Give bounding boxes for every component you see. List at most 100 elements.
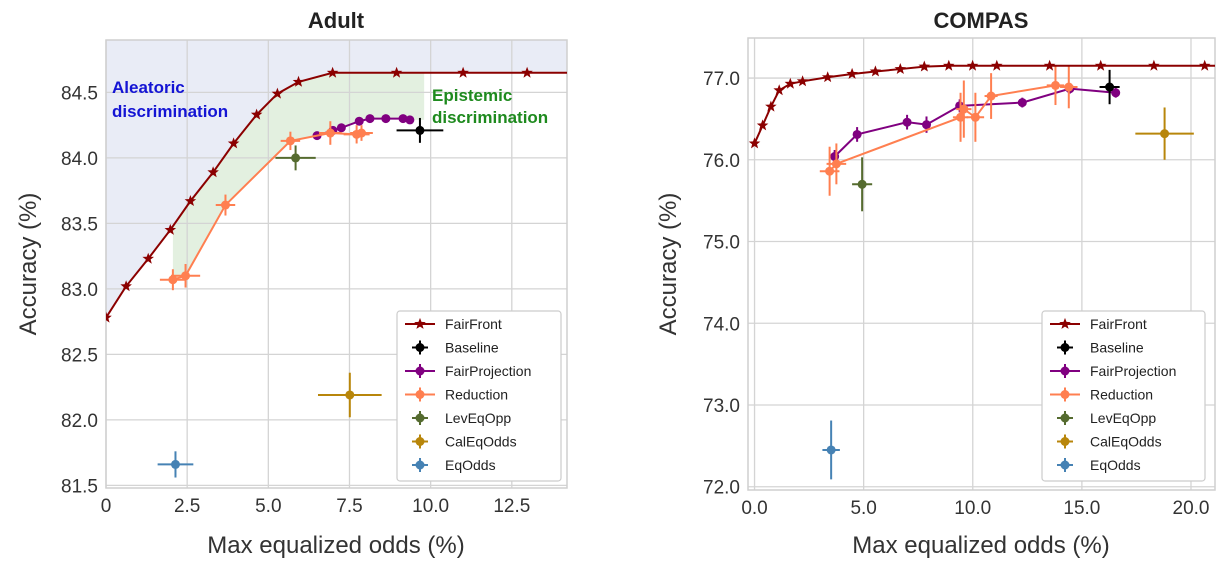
x-tick-label: 0.0 bbox=[741, 498, 767, 519]
data-point-star bbox=[748, 137, 761, 149]
data-point bbox=[1060, 437, 1070, 446]
legend-item-caleqodds: CalEqOdds bbox=[412, 434, 517, 450]
y-tick-label: 72.0 bbox=[703, 478, 740, 499]
data-point-star bbox=[773, 84, 785, 96]
x-axis-label: Max equalized odds (%) bbox=[852, 532, 1109, 559]
chart-title: COMPAS bbox=[934, 8, 1029, 33]
legend-label: CalEqOdds bbox=[1090, 434, 1162, 450]
data-point bbox=[365, 114, 375, 124]
y-tick-label: 83.0 bbox=[61, 280, 98, 301]
legend-label: Reduction bbox=[445, 387, 508, 403]
plot-frame bbox=[747, 37, 1216, 491]
legend-item-fairfront: FairFront bbox=[405, 316, 502, 332]
series-line bbox=[828, 84, 1069, 172]
data-point-star bbox=[796, 75, 809, 87]
data-point bbox=[381, 114, 391, 124]
data-point bbox=[1060, 343, 1070, 352]
legend-item-fairfront: FairFront bbox=[1050, 316, 1147, 332]
data-point bbox=[922, 120, 932, 130]
legend-item-eqodds: EqOdds bbox=[1057, 457, 1141, 473]
data-point-star bbox=[756, 119, 769, 131]
data-point bbox=[345, 390, 355, 400]
data-point-star bbox=[390, 66, 403, 78]
data-point bbox=[325, 128, 335, 138]
x-tick-label: 20.0 bbox=[1173, 498, 1210, 519]
data-point-star bbox=[227, 137, 240, 149]
data-point bbox=[415, 125, 425, 135]
legend-label: Baseline bbox=[1090, 340, 1144, 356]
series-baseline bbox=[1099, 69, 1120, 105]
data-point-star bbox=[765, 100, 777, 112]
x-tick-label: 10.0 bbox=[412, 496, 449, 517]
data-point bbox=[415, 413, 425, 423]
x-tick-label: 5.0 bbox=[255, 496, 281, 517]
data-point-star bbox=[326, 66, 339, 78]
y-tick-label: 83.5 bbox=[61, 214, 98, 235]
aleatoric-region bbox=[106, 40, 567, 318]
series-caleqodds bbox=[1135, 107, 1194, 160]
x-tick-label: 5.0 bbox=[850, 498, 876, 519]
data-point bbox=[354, 116, 364, 126]
data-point bbox=[1060, 366, 1070, 376]
y-tick-label: 74.0 bbox=[703, 314, 740, 335]
data-point bbox=[1050, 80, 1060, 90]
series-baseline bbox=[396, 117, 444, 143]
series-caleqodds bbox=[317, 372, 382, 418]
plot-frame bbox=[105, 39, 568, 489]
series-reduction bbox=[159, 121, 373, 291]
data-point bbox=[415, 390, 425, 399]
x-tick-label: 7.5 bbox=[336, 496, 362, 517]
data-point bbox=[825, 166, 835, 176]
data-point bbox=[415, 366, 425, 376]
x-tick-label: 10.0 bbox=[954, 498, 991, 519]
x-tick-label: 0 bbox=[101, 496, 112, 517]
data-point bbox=[1160, 129, 1170, 139]
data-point bbox=[285, 136, 295, 146]
y-tick-label: 77.0 bbox=[703, 69, 740, 90]
data-point-star bbox=[106, 311, 112, 323]
series-eqodds bbox=[822, 420, 840, 480]
data-point-star bbox=[894, 63, 907, 74]
data-point bbox=[291, 153, 301, 163]
data-point-star bbox=[120, 280, 132, 292]
y-tick-label: 84.5 bbox=[61, 83, 98, 104]
chart-title: Adult bbox=[308, 8, 365, 33]
legend-item-leveqopp: LevEqOpp bbox=[412, 410, 511, 426]
epistemic-region bbox=[172, 72, 425, 280]
y-tick-label: 81.5 bbox=[61, 476, 98, 497]
aleatoric-annotation-line2: discrimination bbox=[112, 102, 228, 121]
data-point bbox=[415, 437, 425, 446]
data-point bbox=[1060, 413, 1070, 423]
legend-label: LevEqOpp bbox=[1090, 410, 1156, 426]
legend-item-baseline: Baseline bbox=[1057, 340, 1144, 356]
data-point-star bbox=[966, 59, 979, 71]
data-point bbox=[398, 114, 408, 124]
legend-item-reduction: Reduction bbox=[1050, 387, 1153, 403]
data-point bbox=[1060, 390, 1070, 399]
legend-label: CalEqOdds bbox=[445, 434, 517, 450]
data-point-star bbox=[784, 77, 797, 89]
data-point bbox=[831, 159, 841, 169]
series-leveqopp bbox=[275, 145, 316, 171]
series-fairfront bbox=[748, 59, 1215, 149]
data-point-star bbox=[846, 67, 858, 79]
data-point-star bbox=[918, 60, 931, 72]
data-point-star bbox=[164, 223, 177, 235]
x-tick-label: 15.0 bbox=[1063, 498, 1100, 519]
adult-chart: 0 2.5 5.0 7.5 10.0 12.5 81.5 82.0 82.5 83.0 83.5 84… bbox=[15, 8, 568, 559]
data-point-star bbox=[869, 65, 882, 77]
series-layer bbox=[748, 59, 1215, 480]
y-tick-label: 73.0 bbox=[703, 396, 740, 417]
data-point-star bbox=[1094, 59, 1107, 71]
data-point-star bbox=[943, 59, 955, 71]
data-point bbox=[959, 104, 969, 114]
legend-item-fairprojection: FairProjection bbox=[405, 363, 531, 379]
data-point bbox=[970, 112, 980, 122]
y-tick-label: 75.0 bbox=[703, 233, 740, 254]
data-point-star bbox=[1059, 317, 1071, 329]
data-point bbox=[356, 128, 366, 138]
data-point bbox=[1111, 88, 1121, 98]
legend-item-baseline: Baseline bbox=[412, 340, 499, 356]
series-leveqopp bbox=[852, 157, 873, 212]
data-point bbox=[170, 459, 180, 469]
